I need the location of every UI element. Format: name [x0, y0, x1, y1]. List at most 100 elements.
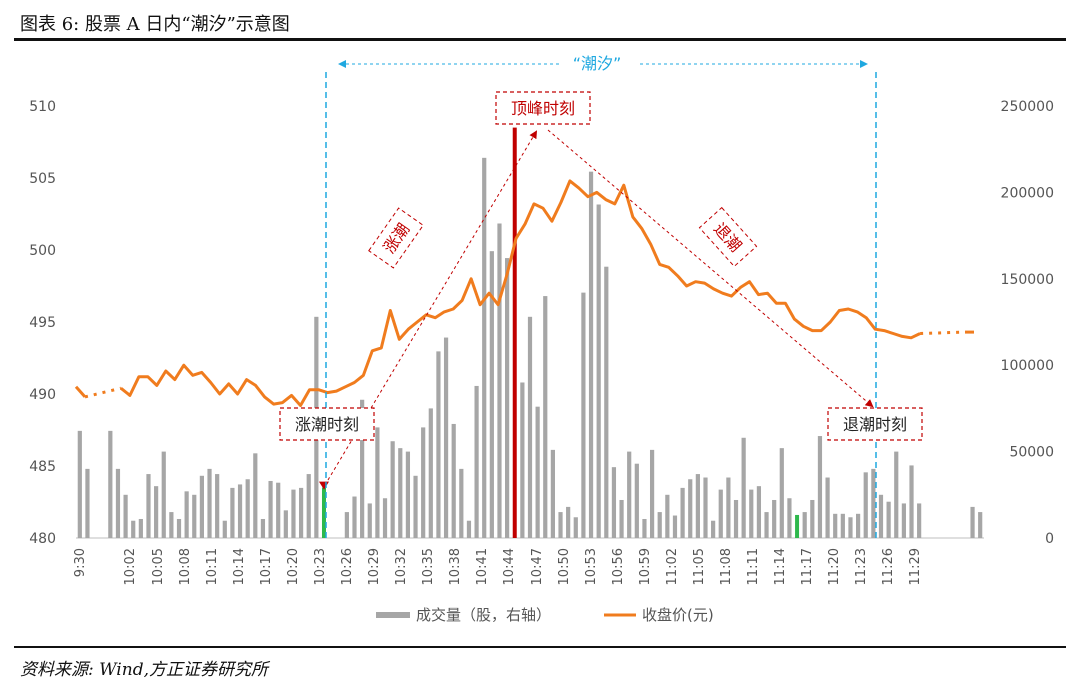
- volume-bar: [367, 503, 372, 538]
- left-tick-label: 495: [29, 315, 56, 331]
- volume-bar: [344, 512, 349, 538]
- volume-bar: [138, 518, 143, 538]
- volume-bar: [787, 498, 792, 538]
- x-tick-label: 10:05: [151, 548, 166, 585]
- volume-bar: [672, 515, 678, 538]
- volume-bar: [466, 520, 472, 538]
- x-tick-label: 11:08: [719, 548, 734, 585]
- tide-marker-bar: [795, 514, 800, 538]
- volume-bar: [566, 506, 571, 538]
- volume-bar: [161, 451, 166, 538]
- volume-bar: [894, 451, 899, 538]
- volume-bar: [497, 223, 502, 538]
- volume-bar: [169, 512, 174, 538]
- legend-volume-label: 成交量（股，右轴）: [416, 606, 551, 624]
- volume-bar: [871, 468, 876, 538]
- volume-bar: [306, 474, 311, 538]
- volume-bar: [489, 251, 494, 539]
- volume-bar: [405, 451, 411, 538]
- peak-bar: [512, 127, 517, 538]
- volume-bar: [817, 436, 823, 538]
- x-tick-label: 10:50: [557, 548, 572, 585]
- figure-title: 图表 6: 股票 A 日内“潮汐”示意图: [20, 14, 290, 35]
- volume-bar: [596, 204, 601, 538]
- x-tick-label: 10:29: [367, 548, 382, 585]
- volume-bar: [695, 474, 700, 538]
- rise-start-label-box: [279, 407, 375, 441]
- volume-bar: [886, 501, 891, 538]
- peak-label: 顶峰时刻: [511, 99, 575, 118]
- right-tick-label: 100000: [1001, 358, 1054, 374]
- volume-bar: [184, 491, 189, 538]
- ebbing-arrow: [547, 129, 874, 408]
- volume-bar: [749, 489, 754, 538]
- volume-bar: [802, 512, 807, 538]
- left-axis-ticks: 510 505 500 495 490 485 480: [29, 99, 56, 547]
- left-tick-label: 480: [29, 531, 56, 547]
- right-tick-label: 150000: [1001, 272, 1054, 288]
- volume-bar: [642, 518, 647, 538]
- x-tick-label: 11:20: [827, 548, 842, 585]
- volume-bar: [848, 517, 853, 538]
- right-axis-ticks: 250000 200000 150000 100000 50000 0: [1001, 99, 1054, 547]
- volume-bar: [611, 467, 617, 538]
- tide-marker-bar: [321, 487, 326, 538]
- x-tick-label: 11:05: [692, 548, 707, 585]
- x-tick-label: 10:59: [638, 548, 653, 585]
- volume-bar: [520, 382, 525, 538]
- volume-bar: [428, 408, 433, 538]
- volume-bar: [970, 506, 975, 538]
- volume-bar: [245, 479, 250, 538]
- volume-bar: [718, 489, 723, 538]
- volume-bar: [909, 465, 914, 538]
- volume-bar: [413, 475, 418, 538]
- volume-bar: [115, 468, 121, 538]
- x-tick-label: 10:35: [421, 548, 436, 585]
- volume-bar: [978, 512, 983, 538]
- x-tick-label: 10:20: [286, 548, 301, 585]
- volume-bar: [215, 474, 220, 538]
- volume-bar: [649, 449, 655, 538]
- volume-bars: [77, 127, 983, 539]
- volume-bar: [825, 477, 830, 538]
- bottom-rule: [14, 646, 1066, 648]
- volume-bar: [253, 453, 258, 538]
- volume-bar: [176, 518, 182, 538]
- volume-bar: [779, 448, 784, 538]
- volume-bar: [199, 475, 204, 538]
- right-tick-label: 200000: [1001, 185, 1054, 201]
- fall-end-label-box: [827, 407, 923, 441]
- volume-bar: [459, 468, 464, 538]
- volume-bar: [154, 486, 159, 538]
- right-tick-label: 250000: [1001, 99, 1054, 115]
- volume-bar: [856, 513, 861, 538]
- price-line: [74, 179, 974, 407]
- volume-bar: [711, 520, 716, 538]
- x-tick-label: 10:38: [448, 548, 463, 585]
- volume-bar: [604, 266, 609, 538]
- volume-bar: [772, 499, 777, 538]
- volume-bar: [833, 513, 838, 538]
- volume-bar: [260, 518, 266, 538]
- rise-start-pointer: [318, 481, 329, 490]
- rise-start-label: 涨潮时刻: [295, 415, 359, 434]
- volume-bar: [840, 513, 845, 538]
- volume-bar: [588, 171, 594, 538]
- volume-bar: [268, 480, 273, 538]
- x-tick-label: 11:17: [800, 548, 815, 585]
- volume-bar: [390, 441, 395, 538]
- legend-volume-swatch: [376, 612, 410, 618]
- ebbing-label-group: 退潮: [698, 206, 758, 268]
- x-tick-label: 11:02: [665, 548, 680, 585]
- volume-bar: [756, 486, 762, 538]
- left-tick-label: 505: [29, 171, 56, 187]
- volume-bar: [917, 503, 922, 538]
- volume-bar: [237, 484, 243, 538]
- x-tick-label: 10:32: [394, 548, 409, 585]
- volume-bar: [619, 499, 624, 538]
- volume-bar: [77, 430, 82, 538]
- left-tick-label: 485: [29, 459, 56, 475]
- x-tick-label: 10:53: [584, 548, 599, 585]
- x-tick-label: 10:08: [178, 548, 193, 585]
